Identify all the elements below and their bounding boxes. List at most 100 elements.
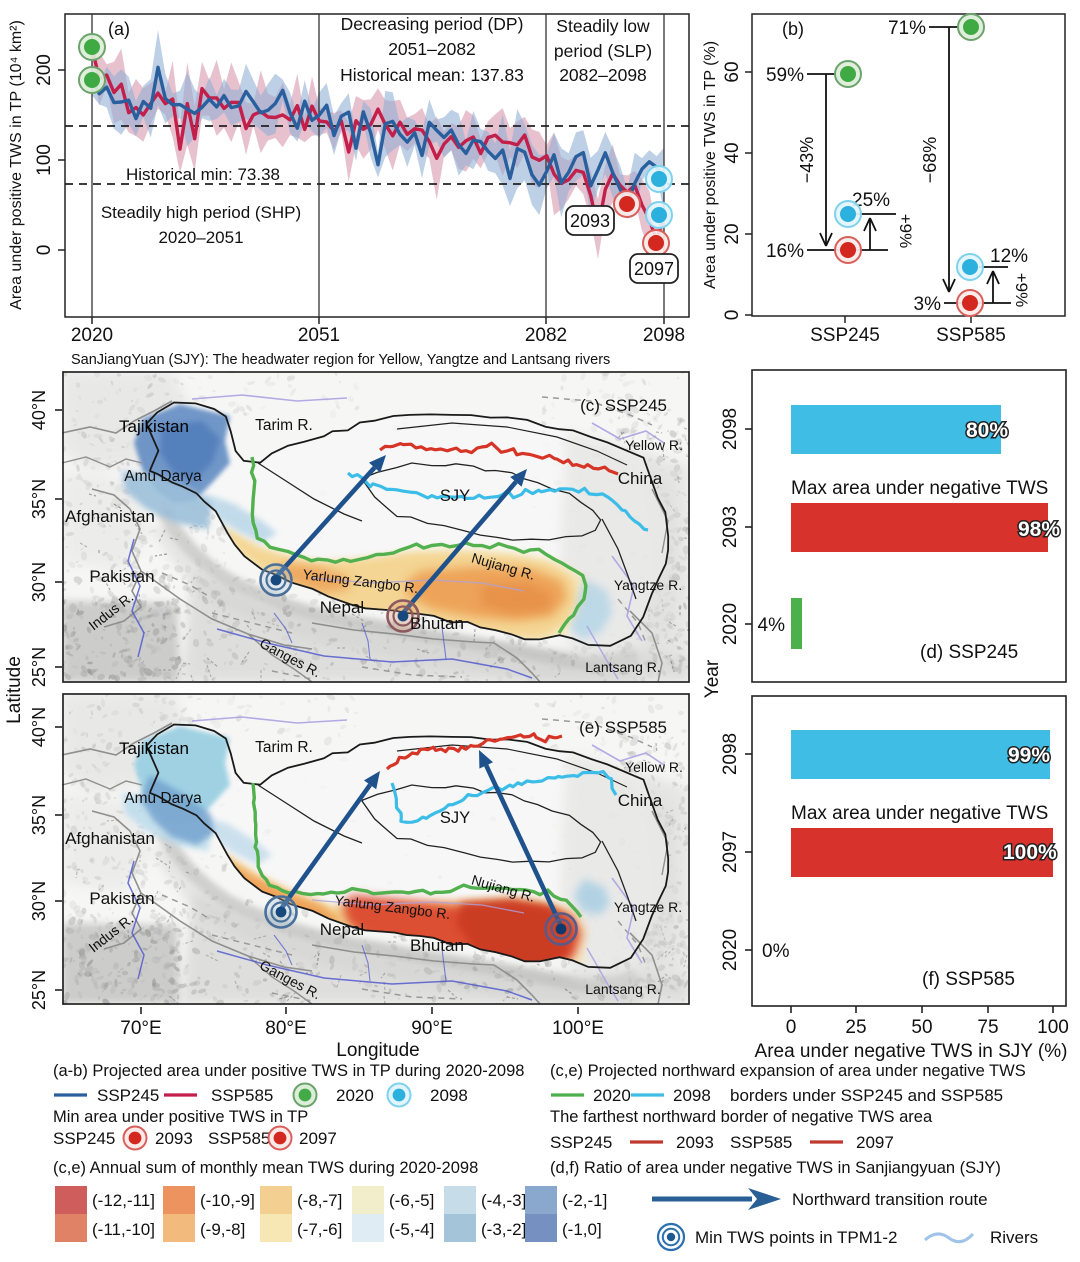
svg-text:(f) SSP585: (f) SSP585 [922,969,1015,990]
svg-text:2093: 2093 [676,1133,714,1152]
svg-text:0: 0 [34,245,55,256]
svg-text:60: 60 [722,61,743,82]
svg-text:borders under SSP245 and SSP58: borders under SSP245 and SSP585 [730,1086,1003,1105]
svg-text:2020: 2020 [336,1086,374,1105]
svg-text:Lantsang R.: Lantsang R. [585,981,661,997]
svg-text:Latitude: Latitude [4,656,25,724]
svg-text:35°N: 35°N [29,795,49,835]
svg-text:SSP585: SSP585 [208,1129,270,1148]
svg-text:100: 100 [34,144,55,176]
svg-text:(-2,-1]: (-2,-1] [562,1191,607,1210]
svg-text:Tajikistan: Tajikistan [119,739,189,758]
svg-text:SSP245: SSP245 [97,1086,159,1105]
svg-text:80%: 80% [966,419,1008,442]
svg-text:(-7,-6]: (-7,-6] [297,1220,342,1239]
svg-text:2093: 2093 [570,211,610,231]
svg-text:59%: 59% [766,65,804,86]
svg-text:Pakistan: Pakistan [89,567,154,586]
svg-text:(a-b) Projected area under pos: (a-b) Projected area under positive TWS … [53,1062,524,1080]
svg-text:China: China [618,469,663,488]
svg-text:(-4,-3]: (-4,-3] [481,1191,526,1210]
svg-text:2020–2051: 2020–2051 [158,228,243,247]
svg-text:period (SLP): period (SLP) [554,41,652,61]
svg-text:16%: 16% [766,241,804,262]
svg-text:(a): (a) [108,19,130,39]
svg-text:Yangtze R.: Yangtze R. [614,577,682,593]
svg-text:SSP585: SSP585 [730,1133,792,1152]
svg-text:Min area under positive TWS in: Min area under positive TWS in TP [53,1108,308,1126]
svg-text:80°E: 80°E [265,1018,306,1039]
svg-text:2020: 2020 [71,325,113,346]
svg-text:Tarim R.: Tarim R. [255,417,313,434]
svg-text:40°N: 40°N [29,390,49,430]
svg-text:SSP245: SSP245 [53,1129,115,1148]
svg-text:100%: 100% [1003,841,1057,864]
svg-text:SanJiangYuan (SJY): The headwa: SanJiangYuan (SJY): The headwater region… [71,352,610,368]
svg-text:(-11,-10]: (-11,-10] [92,1220,155,1239]
svg-text:Steadily high period (SHP): Steadily high period (SHP) [101,203,301,222]
svg-text:SJY: SJY [440,809,470,827]
svg-text:Yellow R.: Yellow R. [625,437,683,453]
svg-text:SSP585: SSP585 [211,1086,273,1105]
svg-text:100°E: 100°E [552,1018,604,1039]
svg-text:Min TWS points in TPM1-2: Min TWS points in TPM1-2 [695,1228,898,1247]
svg-text:2097: 2097 [634,259,674,279]
svg-text:(c) SSP245: (c) SSP245 [580,396,667,415]
svg-text:2020: 2020 [720,603,741,645]
svg-text:2098: 2098 [673,1086,711,1105]
svg-text:20: 20 [722,223,743,244]
svg-text:(e) SSP585: (e) SSP585 [579,718,667,737]
svg-text:China: China [618,791,663,810]
svg-text:Decreasing period (DP): Decreasing period (DP) [341,14,524,34]
svg-text:0: 0 [722,310,743,321]
svg-text:2097: 2097 [299,1129,337,1148]
svg-text:Afghanistan: Afghanistan [65,829,155,848]
svg-text:2051–2082: 2051–2082 [388,39,476,59]
svg-text:98%: 98% [1018,518,1060,541]
svg-text:−43%: −43% [797,137,817,184]
svg-text:Amu Darya: Amu Darya [124,468,202,485]
svg-text:Pakistan: Pakistan [89,889,154,908]
svg-text:(d,f) Ratio of area under nega: (d,f) Ratio of area under negative TWS i… [550,1159,1001,1177]
svg-text:Historical mean: 137.83: Historical mean: 137.83 [340,65,524,85]
svg-text:2093: 2093 [720,506,741,548]
svg-text:99%: 99% [1008,744,1050,767]
svg-text:2020: 2020 [593,1086,631,1105]
svg-text:40: 40 [722,142,743,163]
svg-text:3%: 3% [914,294,942,315]
svg-text:100: 100 [1037,1017,1069,1038]
svg-text:2082–2098: 2082–2098 [559,65,647,85]
svg-text:The farthest northward border: The farthest northward border of negativ… [550,1108,933,1126]
svg-text:Area under positive TWS in TP: Area under positive TWS in TP (10⁴ km²) [8,20,25,310]
svg-text:Yellow R.: Yellow R. [625,759,683,775]
svg-text:35°N: 35°N [29,479,49,519]
svg-text:2098: 2098 [720,733,741,775]
svg-text:(-12,-11]: (-12,-11] [92,1191,155,1210]
svg-text:75: 75 [977,1017,998,1038]
svg-text:25°N: 25°N [29,647,49,687]
svg-text:70°E: 70°E [120,1018,161,1039]
svg-text:Yangtze R.: Yangtze R. [614,899,682,915]
svg-text:Afghanistan: Afghanistan [65,507,155,526]
svg-text:2051: 2051 [298,325,340,346]
svg-text:Nepal: Nepal [320,598,364,617]
svg-text:Steadily low: Steadily low [556,16,650,36]
svg-text:Historical min: 73.38: Historical min: 73.38 [126,165,280,184]
svg-text:(-8,-7]: (-8,-7] [297,1191,342,1210]
svg-text:2093: 2093 [155,1129,193,1148]
svg-text:30°N: 30°N [29,562,49,602]
svg-text:SSP585: SSP585 [936,325,1006,346]
svg-text:4%: 4% [758,615,786,636]
svg-text:2082: 2082 [525,325,567,346]
svg-text:25: 25 [845,1017,866,1038]
svg-text:Area under negative TWS in SJY: Area under negative TWS in SJY (%) [755,1041,1068,1062]
svg-text:Amu Darya: Amu Darya [124,790,202,807]
svg-text:SSP245: SSP245 [810,325,880,346]
svg-text:−68%: −68% [920,137,940,184]
svg-text:Bhutan: Bhutan [410,936,464,955]
svg-text:25%: 25% [852,190,890,211]
svg-text:25°N: 25°N [29,970,49,1010]
svg-text:Longitude: Longitude [336,1040,419,1061]
svg-text:Area under positive TWS in TP: Area under positive TWS in TP (%) [702,41,719,289]
svg-text:Bhutan: Bhutan [410,614,464,633]
